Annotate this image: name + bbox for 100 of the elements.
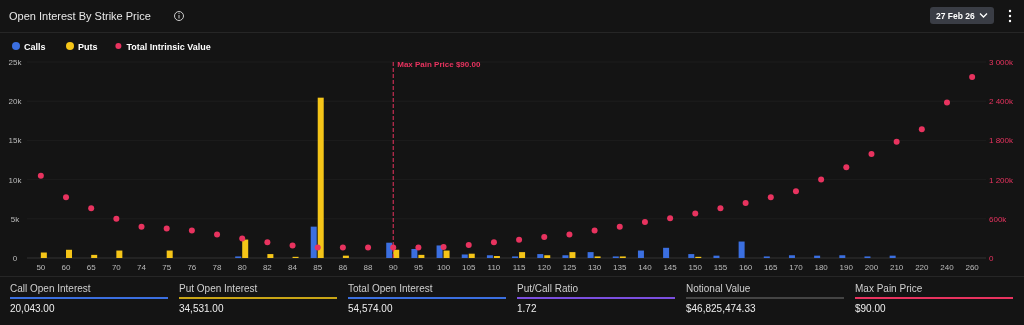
bar: [310, 226, 317, 258]
x-tick-label: 170: [789, 263, 804, 272]
bar: [116, 250, 123, 258]
chart-title: Open Interest By Strike Price: [9, 10, 151, 22]
text: $90.00: [855, 303, 887, 314]
bar: [688, 254, 695, 258]
text: Max Pain Price: [855, 283, 923, 294]
bar: [411, 248, 418, 258]
bar: [242, 239, 249, 258]
point: [969, 74, 976, 81]
x-tick-label: 65: [86, 263, 97, 272]
x-tick-label: 135: [613, 263, 627, 272]
text: 20,043.00: [10, 303, 55, 314]
text: Total Open Interest: [348, 283, 433, 294]
point: [88, 205, 95, 212]
x-tick-label: 210: [889, 263, 904, 272]
point: [918, 126, 925, 133]
x-tick-label: 76: [187, 263, 197, 272]
bar: [544, 255, 551, 258]
point: [591, 227, 598, 234]
x-tick-label: 260: [965, 263, 980, 272]
y-tick-label: 0: [12, 254, 18, 263]
x-tick-label: 180: [814, 263, 829, 272]
x-tick-label: 200: [864, 263, 879, 272]
point: [163, 225, 170, 232]
point: [314, 244, 321, 251]
point: [616, 223, 623, 230]
x-tick-label: 140: [638, 263, 653, 272]
text: 34,531.00: [179, 303, 224, 314]
point: [541, 234, 548, 241]
point: [63, 194, 70, 201]
y-tick-label: 15k: [8, 136, 23, 146]
bar: [166, 250, 173, 258]
point: [37, 172, 44, 179]
point: [214, 231, 221, 238]
y2-tick-label: 2 400k: [989, 97, 1015, 107]
point: [692, 210, 699, 217]
x-tick-label: 70: [111, 263, 122, 272]
point: [566, 231, 573, 238]
point: [188, 227, 195, 234]
bar: [40, 252, 47, 258]
bar: [486, 255, 493, 258]
point: [415, 244, 422, 251]
y2-tick-label: 1 200k: [989, 175, 1015, 185]
ref-line-label: Max Pain Price $90.00: [397, 60, 481, 69]
point: [138, 223, 145, 230]
bar: [468, 253, 475, 258]
bar: [66, 249, 73, 258]
text: Call Open Interest: [10, 283, 91, 294]
text: Put/Call Ratio: [517, 283, 579, 294]
point: [843, 164, 850, 171]
point: [742, 200, 749, 207]
bar: [519, 252, 526, 258]
legend-label: Total Intrinsic Value: [126, 41, 211, 52]
x-tick-label: 88: [363, 263, 374, 272]
point: [289, 242, 296, 249]
x-tick-label: 150: [688, 263, 703, 272]
y2-tick-label: 600k: [989, 214, 1008, 224]
bar: [587, 252, 594, 258]
point: [264, 239, 271, 246]
text: Notional Value: [686, 283, 751, 294]
x-tick-label: 80: [237, 263, 248, 272]
text: 1.72: [517, 303, 537, 314]
legend-label: Puts: [78, 41, 98, 52]
point: [943, 99, 950, 106]
point: [868, 151, 875, 158]
bar: [443, 250, 450, 258]
y-tick-label: 10k: [8, 175, 23, 185]
point: [641, 219, 648, 226]
text: 54,574.00: [348, 303, 393, 314]
x-tick-label: 50: [36, 263, 46, 272]
x-tick-label: 75: [162, 263, 172, 272]
point: [239, 235, 246, 242]
bar: [537, 254, 544, 258]
point: [339, 244, 346, 251]
x-tick-label: 82: [262, 263, 273, 272]
point: [767, 194, 774, 201]
x-tick-label: 74: [137, 263, 147, 272]
point: [818, 176, 825, 183]
text: Put Open Interest: [179, 283, 258, 294]
legend-label: Calls: [24, 41, 46, 52]
bar: [91, 254, 98, 258]
x-tick-label: 60: [61, 263, 72, 272]
point: [440, 243, 447, 250]
x-tick-label: 95: [413, 263, 424, 272]
x-tick-label: 155: [713, 263, 728, 272]
x-tick-label: 220: [915, 263, 930, 272]
bar: [637, 250, 644, 258]
x-tick-label: 125: [562, 263, 577, 272]
text: 27 Feb 26: [936, 11, 976, 21]
bar: [569, 252, 576, 258]
point: [490, 239, 497, 246]
bar: [418, 254, 425, 258]
y-tick-label: 5k: [10, 214, 21, 224]
point: [667, 215, 674, 222]
x-tick-label: 130: [587, 263, 602, 272]
bar: [839, 255, 846, 258]
x-tick-label: 90: [388, 263, 399, 272]
x-tick-label: 165: [764, 263, 779, 272]
x-tick-label: 110: [487, 263, 501, 272]
